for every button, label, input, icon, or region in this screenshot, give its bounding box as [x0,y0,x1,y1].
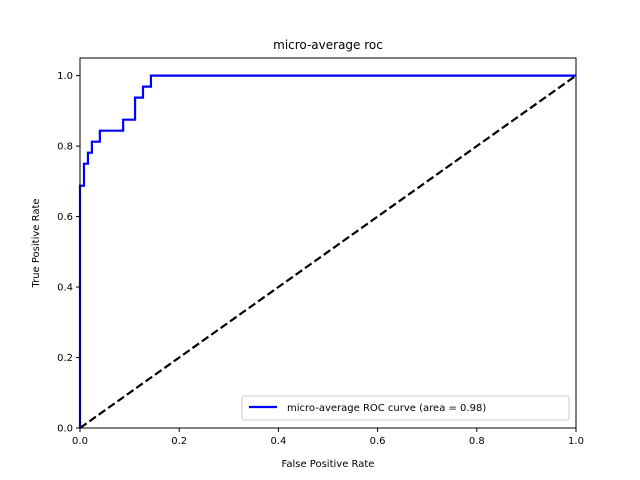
legend-box [241,395,570,421]
x-axis-title: False Positive Rate [282,459,375,470]
y-axis: 0.0 0.2 0.4 0.6 0.8 1.0 [57,71,80,435]
legend-label-roc: micro-average ROC curve (area = 0.98) [287,403,486,414]
y-axis-title: True Positive Rate [31,198,42,288]
x-axis: 0.0 0.2 0.4 0.6 0.8 1.0 [72,428,584,447]
chance-diagonal-line [79,74,577,429]
y-tick-label: 0.8 [57,142,73,153]
x-tick-label: 0.6 [370,436,386,447]
y-tick-label: 0.6 [57,212,73,223]
y-tick-label: 1.0 [57,71,73,82]
x-tick-label: 0.2 [171,436,187,447]
chart-title: micro-average roc [273,38,383,52]
y-tick-label: 0.4 [57,283,73,294]
y-tick-label: 0.0 [57,424,73,435]
axes-frame [79,57,577,429]
y-tick-label: 0.2 [57,353,73,364]
plot-area [78,74,577,429]
x-tick-label: 0.0 [72,436,88,447]
x-tick-label: 0.4 [270,436,286,447]
x-tick-label: 0.8 [469,436,485,447]
roc-curve-line [78,74,576,428]
x-tick-label: 1.0 [568,436,584,447]
legend: micro-average ROC curve (area = 0.98) [241,395,570,421]
